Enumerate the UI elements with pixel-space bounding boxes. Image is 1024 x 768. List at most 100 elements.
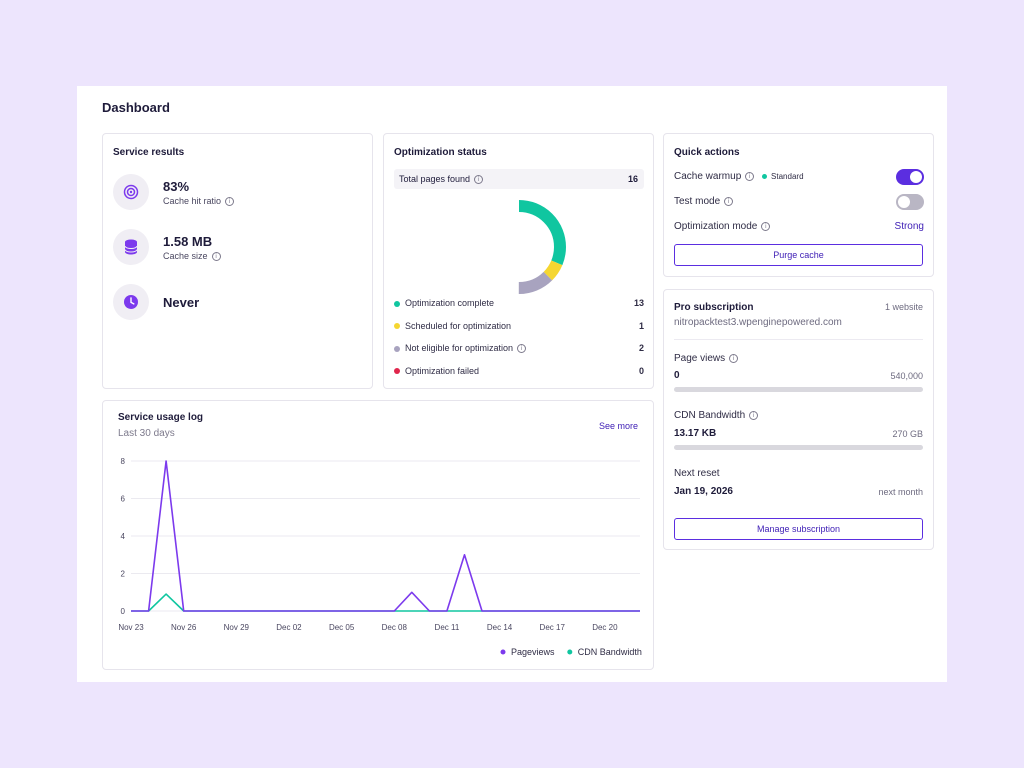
- chart-legend-label: Pageviews: [511, 647, 555, 657]
- cache-warmup-label: Cache warmup: [674, 171, 742, 182]
- toggle-knob: [898, 196, 910, 208]
- page-title: Dashboard: [102, 100, 170, 115]
- next-reset-value: Jan 19, 2026: [674, 486, 733, 497]
- x-tick-label: Dec 05: [329, 623, 355, 632]
- x-tick-label: Dec 14: [487, 623, 513, 632]
- cache-hit-ratio-value: 83%: [163, 179, 190, 194]
- legend-count: 2: [638, 343, 644, 353]
- next-reset-note: next month: [878, 487, 923, 497]
- subscription-plan: Pro subscription: [674, 302, 754, 313]
- legend-row: Optimization failed 0: [394, 366, 644, 378]
- legend-dot-icon: [394, 323, 400, 330]
- series-line-cdn-bandwidth: [131, 593, 640, 612]
- x-tick-label: Nov 23: [118, 623, 144, 632]
- optimization-mode-link[interactable]: Strong: [894, 221, 924, 232]
- legend-row: Scheduled for optimization 1: [394, 321, 644, 333]
- cdn-bandwidth-progress: [674, 445, 923, 450]
- site-domain: nitropacktest3.wpenginepowered.com: [674, 317, 842, 328]
- info-icon[interactable]: i: [745, 171, 755, 181]
- x-tick-label: Dec 17: [540, 623, 566, 632]
- info-icon[interactable]: i: [749, 410, 759, 420]
- legend-label: Not eligible for optimization: [405, 343, 514, 353]
- divider: [674, 339, 923, 340]
- subscription-card: Pro subscription 1 website nitropacktest…: [663, 289, 934, 550]
- donut-slice-optimization-complete: [472, 200, 566, 294]
- optimization-status-title: Optimization status: [394, 147, 487, 158]
- cache-warmup-toggle[interactable]: [896, 169, 924, 185]
- cache-hit-ratio-label: Cache hit ratio i: [163, 196, 235, 207]
- legend-count: 0: [638, 365, 644, 376]
- usage-log-card: Service usage log Last 30 days See more …: [102, 400, 654, 670]
- next-reset-label: Next reset: [674, 468, 720, 479]
- y-tick-label: 4: [121, 532, 126, 541]
- legend-dot-icon: [394, 300, 400, 307]
- cdn-bandwidth-limit: 270 GB: [892, 429, 923, 439]
- last-purge-value: Never: [163, 295, 200, 310]
- info-icon[interactable]: i: [517, 344, 527, 354]
- y-tick-label: 0: [121, 607, 126, 616]
- info-icon[interactable]: i: [724, 196, 734, 206]
- legend-dot-icon: [567, 649, 573, 655]
- dashboard-panel: Dashboard Service results 83% Cache hit …: [77, 86, 947, 682]
- clock-icon: [113, 284, 149, 320]
- x-tick-label: Nov 26: [171, 623, 197, 632]
- database-icon: [113, 229, 149, 265]
- cache-warmup-row: Cache warmup i Standard: [674, 169, 924, 185]
- cache-size-value: 1.58 MB: [163, 234, 213, 249]
- service-results-card: Service results 83% Cache hit ratio i 1.5…: [102, 133, 373, 389]
- total-pages-value: 16: [627, 174, 638, 184]
- legend-count: 1: [638, 320, 644, 331]
- optimization-status-card: Optimization status Total pages found i 1…: [383, 133, 654, 389]
- legend-dot-icon: [394, 368, 400, 375]
- series-line-pageviews: [131, 460, 640, 612]
- info-icon[interactable]: i: [474, 175, 484, 185]
- optimization-donut-chart: [472, 200, 566, 294]
- info-icon[interactable]: i: [225, 197, 235, 207]
- status-badge: Standard: [762, 172, 804, 181]
- legend-dot-icon: [500, 649, 506, 655]
- y-tick-label: 6: [121, 495, 126, 504]
- optimization-mode-row: Optimization mode i Strong: [674, 221, 924, 235]
- cdn-bandwidth-label: CDN Bandwidth i: [674, 410, 759, 421]
- info-icon[interactable]: i: [729, 353, 739, 363]
- info-icon[interactable]: i: [211, 252, 221, 262]
- cache-size-label: Cache size i: [163, 251, 221, 262]
- toggle-knob: [910, 171, 922, 183]
- donut-slice-not-eligible-for-optimization: [472, 200, 566, 294]
- legend-label: Optimization failed: [405, 365, 480, 376]
- chart-legend-label: CDN Bandwidth: [578, 647, 642, 657]
- quick-actions-card: Quick actions Cache warmup i Standard Tes…: [663, 133, 934, 277]
- usage-line-chart: 0 2 4 6 8 Nov 23 Nov 26 Nov 29 Dec 02 Dec 05 Dec 0…: [118, 457, 642, 657]
- x-tick-label: Dec 20: [592, 623, 618, 632]
- x-tick-label: Dec 08: [382, 623, 408, 632]
- x-tick-label: Dec 11: [435, 623, 460, 632]
- info-icon[interactable]: i: [761, 221, 771, 231]
- page-views-value: 0: [674, 370, 680, 381]
- y-tick-label: 8: [121, 457, 126, 466]
- cdn-bandwidth-value: 13.17 KB: [674, 428, 717, 439]
- total-pages-label: Total pages found: [399, 174, 471, 184]
- legend-row: Not eligible for optimization i 2: [394, 343, 644, 355]
- test-mode-row: Test mode i: [674, 194, 924, 210]
- x-tick-label: Nov 29: [224, 623, 250, 632]
- manage-subscription-button[interactable]: Manage subscription: [674, 518, 923, 540]
- page-views-progress: [674, 387, 923, 392]
- page-views-limit: 540,000: [890, 371, 923, 381]
- status-dot-icon: [762, 174, 768, 180]
- optimization-mode-label: Optimization mode: [674, 221, 758, 232]
- usage-log-subtitle: Last 30 days: [118, 428, 175, 439]
- purge-cache-button[interactable]: Purge cache: [674, 244, 923, 266]
- websites-count: 1 website: [884, 302, 923, 312]
- y-tick-label: 2: [121, 570, 126, 579]
- legend-label: Optimization complete: [405, 298, 495, 308]
- legend-count: 13: [633, 298, 644, 308]
- x-tick-label: Dec 02: [276, 623, 302, 632]
- total-pages-row: Total pages found i 16: [394, 169, 644, 189]
- legend-label: Scheduled for optimization: [405, 320, 512, 331]
- see-more-link[interactable]: See more: [598, 421, 638, 431]
- legend-dot-icon: [394, 345, 400, 352]
- quick-actions-title: Quick actions: [674, 147, 740, 158]
- legend-row: Optimization complete 13: [394, 298, 644, 310]
- test-mode-toggle[interactable]: [896, 194, 924, 210]
- service-results-title: Service results: [113, 147, 185, 158]
